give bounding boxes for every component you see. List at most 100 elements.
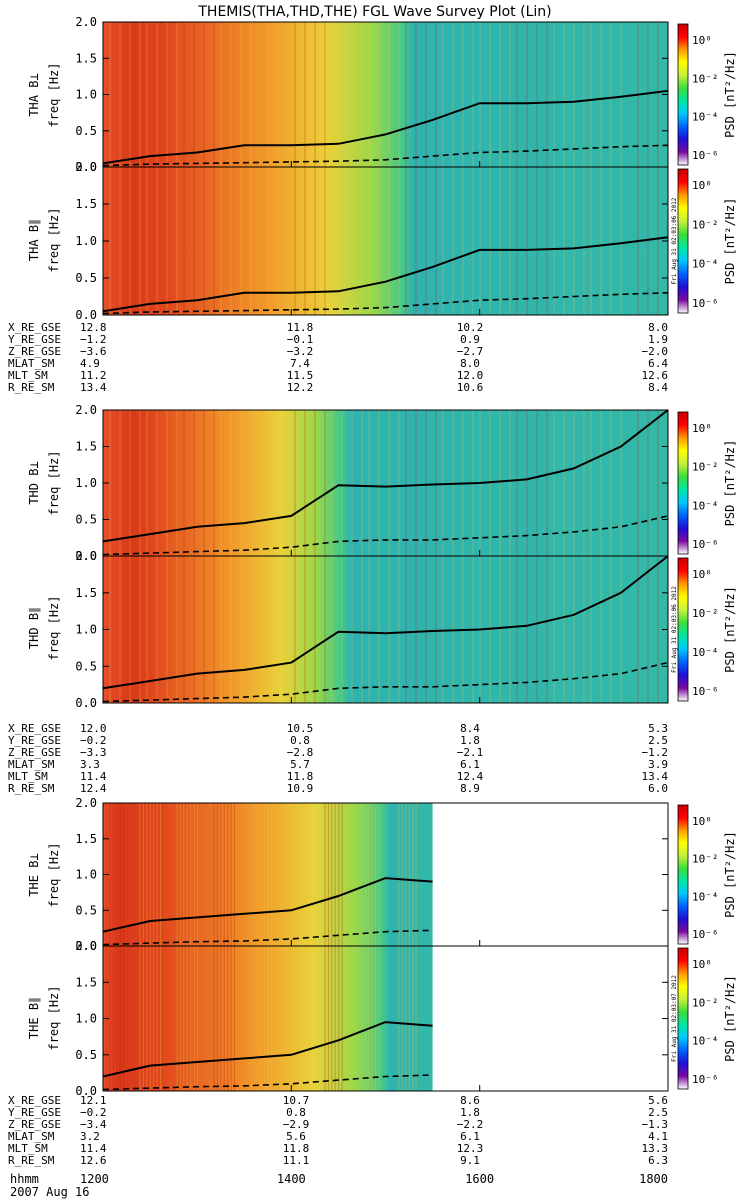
colorbar-tick-label: 10⁻⁶ (692, 297, 719, 310)
spectrogram-fill (103, 946, 433, 1091)
ephem-value: −0.2 (80, 734, 107, 747)
freq-axis-label: freq [Hz] (47, 595, 61, 660)
ephem-value: 10.9 (287, 782, 314, 795)
freq-axis-label: freq [Hz] (47, 985, 61, 1050)
ephem-value: 12.8 (80, 321, 107, 334)
colorbar (677, 804, 689, 945)
ephemeris-thd: X_RE_GSE 12.0 10.5 8.4 5.3 Y_RE_GSE −0.2 0.8 1.8… (8, 722, 668, 795)
ephem-value: 11.4 (80, 1142, 107, 1155)
ephem-value: −3.3 (80, 746, 107, 759)
colorbar (677, 411, 689, 555)
ephem-value: −0.2 (80, 1106, 107, 1119)
y-tick-label: 2.0 (75, 15, 97, 29)
ephem-value: −3.4 (80, 1118, 107, 1131)
ephem-value: 0.8 (290, 734, 310, 747)
date-label: 2007 Aug 16 (10, 1185, 89, 1199)
ephem-value: 12.0 (457, 369, 484, 382)
freq-axis-label: freq [Hz] (47, 842, 61, 907)
ephem-value: 12.0 (80, 722, 107, 735)
y-tick-label: 2.0 (75, 403, 97, 417)
ephem-value: 5.7 (290, 758, 310, 771)
solid-curve (102, 236, 669, 313)
panel-ylabel: THA B⊥ (27, 73, 41, 116)
x-tick-label: 1800 (639, 1172, 668, 1186)
ephem-value: −2.8 (287, 746, 314, 759)
ephem-row-label: MLT_SM (8, 770, 48, 783)
panel-ylabel: THA B∥ (27, 219, 41, 261)
ephem-value: 5.3 (648, 722, 668, 735)
ephem-value: 1.8 (460, 734, 480, 747)
panel-1: 0.0 0.5 1.0 1.5 2.0 THA B⊥ freq [Hz] 10⁰ 10⁻² 10⁻… (27, 15, 737, 174)
ephem-value: 0.8 (286, 1106, 306, 1119)
ephem-value: 12.4 (457, 770, 484, 783)
colorbar-tick-label: 10⁰ (692, 179, 712, 192)
ephem-value: 11.4 (80, 770, 107, 783)
plot-title: THEMIS(THA,THD,THE) FGL Wave Survey Plot… (197, 4, 551, 20)
ephem-value: 10.5 (287, 722, 314, 735)
ephem-value: 4.1 (648, 1130, 668, 1143)
colorbar (677, 23, 689, 166)
colorbar-tick-label: 10⁻⁶ (692, 685, 719, 698)
ephem-value: 9.1 (460, 1154, 480, 1167)
y-tick-label: 1.0 (75, 476, 97, 490)
colorbar (677, 168, 689, 314)
y-tick-label: 0.5 (75, 1048, 97, 1062)
ephem-value: −2.9 (283, 1118, 310, 1131)
panel-4: 0.0 0.5 1.0 1.5 2.0 THD B∥ freq [Hz] 10⁰ 10⁻² 10⁻… (27, 549, 737, 710)
dashed-curve (102, 144, 669, 167)
y-tick-label: 1.0 (75, 234, 97, 248)
ephem-value: 8.6 (460, 1094, 480, 1107)
ephem-row-label: X_RE_GSE (8, 321, 61, 334)
colorbar-tick-label: 10⁰ (692, 568, 712, 581)
ephem-value: 13.4 (80, 381, 107, 394)
colorbar-tick-label: 10⁻⁴ (692, 499, 719, 512)
solid-curve (102, 877, 433, 933)
panel-2: 0.0 0.5 1.0 1.5 2.0 THA B∥ freq [Hz] 10⁰ 10⁻² 10⁻… (27, 160, 737, 322)
x-axis-label-hhmm: hhmm (10, 1172, 39, 1186)
ephem-value: 8.0 (460, 357, 480, 370)
ephem-value: 12.4 (80, 782, 107, 795)
dashed-curve (102, 929, 433, 946)
panel-5: 0.0 0.5 1.0 1.5 2.0 THE B⊥ freq [Hz] 10⁰ 10⁻² 10⁻… (27, 796, 737, 953)
colorbar-tick-label: 10⁻⁴ (692, 1035, 719, 1048)
ephem-value: 6.1 (460, 758, 480, 771)
freq-axis-label: freq [Hz] (47, 62, 61, 127)
spectrogram-fill (103, 167, 668, 315)
ephem-value: 13.4 (642, 770, 669, 783)
ephem-value: 3.9 (648, 758, 668, 771)
ephem-row-label: R_RE_SM (8, 1154, 55, 1167)
ephem-value: −2.0 (642, 345, 669, 358)
y-tick-label: 2.0 (75, 796, 97, 810)
dashed-curve (102, 292, 669, 315)
solid-curve (102, 89, 669, 165)
ephem-value: 3.2 (80, 1130, 100, 1143)
colorbar-tick-label: 10⁰ (692, 34, 712, 47)
colorbar-tick-label: 10⁻² (692, 218, 719, 231)
ephem-value: −2.2 (457, 1118, 484, 1131)
ephem-row-label: X_RE_GSE (8, 722, 61, 735)
spectrogram-fill (103, 803, 433, 946)
ephem-row-label: Z_RE_GSE (8, 1118, 61, 1131)
panel-ylabel: THE B⊥ (27, 853, 41, 896)
colorbar-label: PSD [nT²/Hz] (723, 975, 737, 1062)
x-tick-label: 1600 (465, 1172, 494, 1186)
ephem-value: 11.8 (287, 321, 314, 334)
y-tick-label: 0.0 (75, 939, 97, 953)
y-tick-label: 1.0 (75, 88, 97, 102)
ephemeris-layer: X_RE_GSE 12.8 11.8 10.2 8.0 Y_RE_GSE −1.2 −0.1 0… (8, 321, 668, 1186)
ephem-value: 12.6 (80, 1154, 107, 1167)
y-tick-label: 1.5 (75, 51, 97, 65)
freq-axis-label: freq [Hz] (47, 207, 61, 272)
colorbar-label: PSD [nT²/Hz] (723, 586, 737, 673)
y-tick-label: 1.0 (75, 623, 97, 637)
y-tick-label: 0.0 (75, 696, 97, 710)
colorbar (677, 557, 689, 702)
ephem-value: −3.6 (80, 345, 107, 358)
ephem-value: 6.3 (648, 1154, 668, 1167)
colorbar-tick-label: 10⁻⁶ (692, 538, 719, 551)
y-tick-label: 2.0 (75, 549, 97, 563)
ephem-value: −0.1 (287, 333, 314, 346)
ephem-row-label: MLAT_SM (8, 1130, 55, 1143)
y-tick-label: 0.5 (75, 513, 97, 527)
ephem-value: −1.2 (642, 746, 669, 759)
